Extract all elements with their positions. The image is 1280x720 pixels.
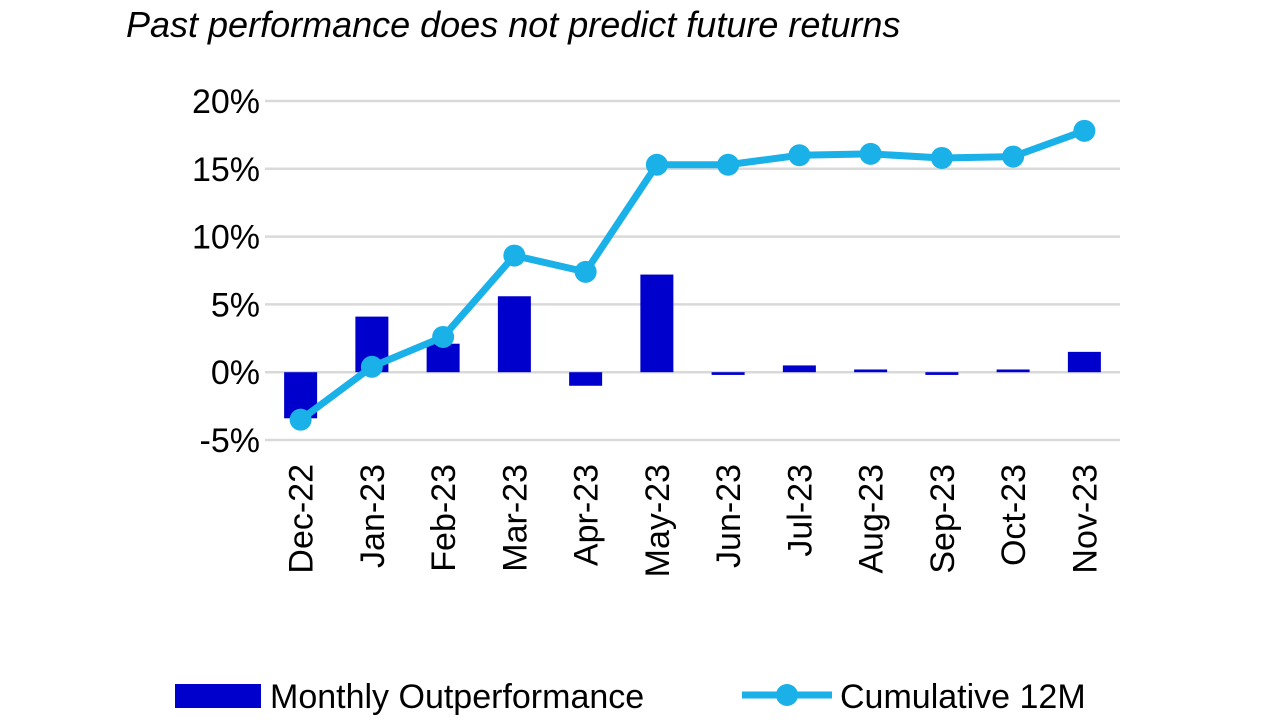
y-tick-label: 5%	[211, 286, 260, 324]
bar	[996, 369, 1030, 373]
line-point	[360, 355, 383, 378]
y-tick-label: 15%	[192, 151, 260, 189]
bar	[426, 343, 460, 373]
line-point	[574, 260, 597, 283]
x-tick-label: Jan-23	[354, 464, 392, 568]
x-axis-ticks: Dec-22 Jan-23 Feb-23 Mar-23 Apr-23 May-23 Jun-…	[283, 464, 1105, 577]
line-point	[289, 408, 312, 431]
chart-title: Past performance does not predict future…	[126, 4, 901, 45]
x-tick-label: Mar-23	[496, 464, 534, 572]
line-point	[717, 153, 740, 176]
x-tick-label: Apr-23	[568, 464, 606, 566]
line-point	[1002, 145, 1025, 168]
line-point	[1073, 119, 1096, 142]
x-tick-label: May-23	[639, 464, 677, 577]
series-line	[297, 127, 1088, 424]
legend-label-line: Cumulative 12M	[840, 678, 1086, 716]
bar	[640, 274, 674, 373]
line-point	[930, 146, 953, 169]
gridlines	[265, 99, 1120, 442]
x-tick-label: Sep-23	[924, 464, 962, 574]
bar	[569, 372, 603, 386]
y-axis-ticks: -5% 0% 5% 10% 15% 20%	[192, 83, 260, 460]
legend-bar-swatch	[175, 684, 261, 708]
bar-series	[284, 274, 1101, 419]
line-point	[503, 244, 526, 267]
legend-line-marker	[776, 684, 798, 706]
x-tick-label: Aug-23	[853, 464, 891, 574]
bar	[1067, 351, 1101, 373]
bar	[711, 372, 745, 375]
bar	[497, 296, 531, 373]
bar	[925, 372, 959, 375]
x-tick-label: Dec-22	[283, 464, 321, 574]
line-series	[289, 119, 1096, 431]
line-point	[645, 153, 668, 176]
line-point	[788, 144, 811, 167]
line-point	[859, 142, 882, 165]
y-tick-label: 20%	[192, 83, 260, 121]
x-tick-label: Oct-23	[995, 464, 1033, 566]
legend-label-bar: Monthly Outperformance	[270, 678, 644, 716]
y-tick-label: 0%	[211, 354, 260, 392]
y-tick-label: -5%	[200, 422, 260, 460]
bar	[854, 369, 888, 373]
line-point	[432, 325, 455, 348]
x-tick-label: Jun-23	[710, 464, 748, 568]
x-tick-label: Jul-23	[781, 464, 819, 557]
y-tick-label: 10%	[192, 219, 260, 257]
legend: Monthly Outperformance Cumulative 12M	[175, 678, 1086, 716]
bar	[782, 365, 816, 373]
x-tick-label: Feb-23	[425, 464, 463, 572]
x-tick-label: Nov-23	[1066, 464, 1104, 574]
